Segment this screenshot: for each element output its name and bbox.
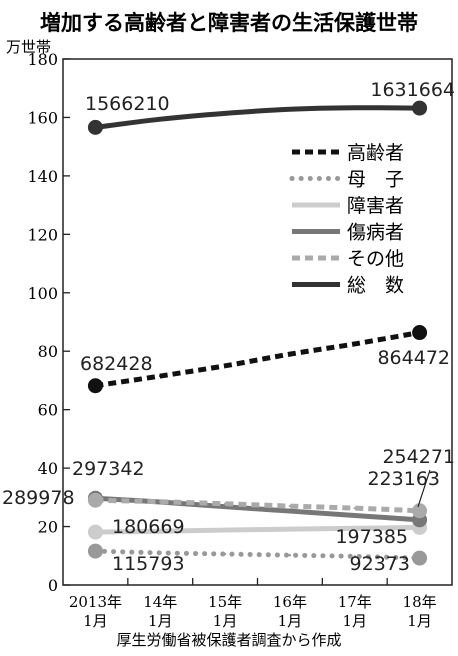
legend-label: 高齢者	[347, 142, 404, 164]
y-tick-label: 60	[38, 401, 58, 420]
data-point	[159, 117, 162, 121]
data-point	[353, 106, 356, 110]
y-tick-label: 160	[27, 108, 58, 127]
data-label: 289978	[2, 487, 75, 509]
y-tick-label: 180	[27, 50, 58, 69]
data-point	[353, 527, 356, 530]
end-marker	[87, 543, 103, 559]
y-tick-label: 100	[27, 284, 58, 303]
data-label: 223163	[367, 468, 440, 490]
x-tick-label-month: 1月	[342, 612, 367, 630]
series-5	[87, 100, 428, 135]
data-point	[223, 502, 227, 505]
end-marker	[87, 378, 103, 394]
data-labels: 682428 864472 115793 92373 180669 197385 29734…	[2, 79, 455, 575]
data-point	[159, 374, 162, 378]
data-point	[288, 509, 292, 513]
end-marker	[412, 550, 428, 566]
x-tick-label-month: 1月	[407, 612, 432, 630]
y-tick-label: 40	[38, 459, 58, 478]
axes: 0204060801001201401601802013年1月14年1月15年1…	[27, 50, 453, 630]
data-point	[223, 552, 227, 556]
x-tick-label: 2013年	[69, 593, 122, 611]
series-line	[95, 105, 420, 130]
data-point	[159, 500, 162, 503]
data-point	[223, 528, 227, 532]
y-tick-label: 0	[48, 576, 58, 595]
end-marker	[412, 325, 428, 341]
x-tick-label: 16年	[273, 593, 307, 611]
data-point	[223, 112, 227, 115]
series-line	[95, 524, 420, 535]
series-4	[87, 492, 428, 519]
x-tick-label-month: 1月	[278, 612, 303, 630]
data-point	[288, 504, 292, 508]
y-tick-label: 140	[27, 167, 58, 186]
data-label: 1631664	[370, 79, 455, 101]
data-point	[288, 527, 292, 531]
legend-label: 障害者	[347, 195, 404, 217]
y-axis-unit: 万世帯	[6, 38, 51, 56]
legend-label: 母 子	[347, 169, 404, 191]
data-point	[288, 352, 292, 356]
data-point	[159, 551, 162, 555]
data-label: 864472	[377, 347, 450, 369]
end-marker	[412, 100, 428, 116]
series-layer	[87, 100, 428, 566]
data-point	[353, 514, 356, 517]
data-point	[353, 506, 356, 510]
data-point	[288, 108, 292, 111]
series-1	[87, 543, 428, 566]
data-label: 92373	[350, 553, 410, 575]
legend-label: 総 数	[347, 275, 404, 297]
chart-title: 増加する高齢者と障害者の生活保護世帯	[40, 11, 418, 35]
data-point	[353, 342, 356, 346]
legend-label: 傷病者	[347, 222, 404, 244]
data-label: 115793	[112, 553, 185, 575]
source-note: 厚生労働省被保護者調査から作成	[116, 631, 341, 649]
legend-label: その他	[347, 248, 404, 270]
data-label: 297342	[72, 458, 145, 480]
x-tick-label-month: 1月	[83, 612, 108, 630]
data-label: 682428	[80, 353, 153, 375]
data-label: 254271	[382, 446, 455, 468]
x-tick-label: 14年	[143, 593, 177, 611]
data-label: 1566210	[85, 93, 170, 115]
end-marker	[87, 524, 103, 540]
end-marker	[87, 492, 103, 508]
series-0	[87, 325, 428, 394]
series-line	[95, 497, 420, 514]
x-tick-label: 17年	[338, 593, 372, 611]
y-tick-label: 80	[38, 342, 58, 361]
x-tick-label: 18年	[403, 593, 437, 611]
end-marker	[412, 503, 428, 519]
data-label: 180669	[112, 516, 185, 538]
end-marker	[87, 119, 103, 135]
data-point	[223, 364, 227, 368]
label-leader-line	[417, 469, 431, 507]
y-tick-label: 20	[38, 518, 58, 537]
data-point	[353, 555, 356, 558]
x-tick-label: 15年	[208, 593, 242, 611]
y-tick-label: 120	[27, 225, 58, 244]
data-point	[288, 553, 292, 557]
series-line	[95, 330, 421, 389]
series-line	[92, 548, 423, 561]
x-tick-label-month: 1月	[148, 612, 173, 630]
data-label: 197385	[335, 526, 408, 548]
x-tick-label-month: 1月	[213, 612, 238, 630]
data-point	[159, 530, 162, 533]
